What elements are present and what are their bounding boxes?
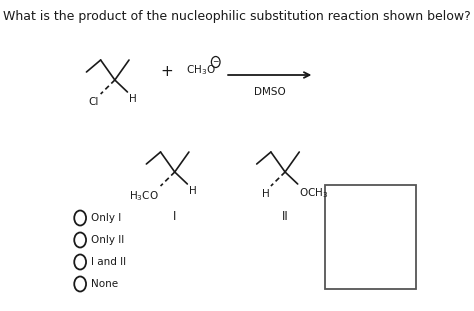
Text: H: H [262, 189, 269, 199]
Text: OCH$_3$: OCH$_3$ [299, 186, 328, 200]
Bar [325, 185, 416, 289]
Text: Only I: Only I [91, 213, 121, 223]
Text: H: H [189, 186, 197, 196]
Text: I and II: I and II [91, 257, 126, 267]
Text: DMSO: DMSO [254, 87, 285, 97]
Text: H$_3$CO: H$_3$CO [129, 189, 159, 203]
Text: I: I [173, 210, 176, 223]
Text: Cl: Cl [89, 97, 99, 107]
Text: H: H [129, 94, 137, 104]
Text: None: None [91, 279, 118, 289]
Text: Only II: Only II [91, 235, 125, 245]
Text: II: II [282, 210, 289, 223]
Text: CH$_3$O: CH$_3$O [186, 63, 216, 77]
Text: −: − [212, 58, 219, 67]
Text: What is the product of the nucleophilic substitution reaction shown below?: What is the product of the nucleophilic … [3, 10, 471, 23]
Text: +: + [161, 64, 173, 80]
